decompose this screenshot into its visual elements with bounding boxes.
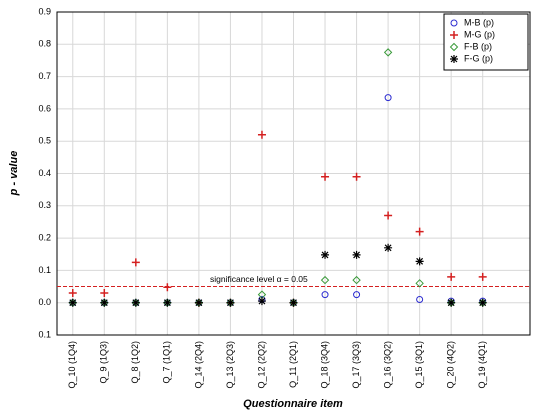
x-tick-label: Q_7 (1Q1) — [162, 341, 172, 384]
y-tick-label: 0.8 — [38, 39, 51, 49]
y-axis-label: p - value — [8, 151, 20, 197]
data-point — [415, 257, 424, 266]
x-tick-label: Q_18 (3Q4) — [319, 341, 329, 389]
data-point — [194, 298, 203, 307]
y-tick-label: 0.6 — [38, 103, 51, 113]
data-point — [320, 275, 330, 285]
x-tick-label: Q_12 (2Q2) — [256, 341, 266, 389]
data-point — [478, 272, 487, 281]
y-tick-label: 0.1 — [38, 329, 51, 339]
x-tick-label: Q_10 (1Q4) — [67, 341, 77, 389]
x-tick-label: Q_15 (3Q1) — [414, 341, 424, 389]
data-point — [352, 250, 361, 259]
data-point — [384, 243, 393, 252]
legend-marker — [450, 31, 458, 39]
legend-marker — [450, 19, 458, 27]
y-tick-label: 0.1 — [38, 265, 51, 275]
data-point — [257, 297, 266, 306]
x-tick-label: Q_16 (3Q2) — [382, 341, 392, 389]
plot-frame — [56, 11, 531, 336]
data-point — [226, 298, 235, 307]
y-tick-label: 0.0 — [38, 297, 51, 307]
data-point — [384, 211, 393, 220]
legend-label: M-G (p) — [464, 29, 495, 39]
data-point — [100, 289, 109, 298]
data-point — [131, 298, 140, 307]
data-point — [416, 295, 424, 303]
data-point — [352, 275, 361, 285]
data-point — [163, 298, 172, 307]
data-point — [384, 94, 392, 102]
x-tick-label: Q_8 (1Q2) — [130, 341, 140, 384]
data-point — [321, 291, 329, 299]
data-point — [68, 298, 77, 307]
legend-label: M-B (p) — [464, 17, 494, 27]
y-tick-label: 0.7 — [38, 71, 51, 81]
data-point — [321, 172, 330, 181]
legend-box — [443, 13, 529, 71]
data-point — [321, 250, 330, 259]
y-tick-label: 0.2 — [38, 232, 51, 242]
legend-marker — [449, 42, 459, 52]
y-tick-label: 0.3 — [38, 200, 51, 210]
y-tick-label: 0.4 — [38, 168, 51, 178]
data-point — [352, 172, 361, 181]
data-point — [447, 272, 456, 281]
y-tick-label: 0.9 — [38, 6, 51, 16]
x-tick-label: Q_19 (4Q1) — [477, 341, 487, 389]
legend-marker — [450, 55, 458, 63]
data-point — [68, 289, 77, 298]
data-point — [100, 298, 109, 307]
x-tick-label: Q_11 (2Q1) — [288, 341, 298, 388]
x-tick-label: Q_13 (2Q3) — [225, 341, 235, 389]
data-point — [383, 48, 393, 57]
data-point — [131, 258, 140, 267]
data-point — [415, 227, 424, 236]
legend-label: F-G (p) — [464, 53, 493, 63]
data-point — [163, 283, 172, 292]
data-point — [289, 298, 298, 307]
data-point — [257, 130, 266, 139]
x-tick-label: Q_9 (1Q3) — [99, 341, 109, 384]
x-tick-label: Q_14 (2Q4) — [193, 341, 203, 389]
data-point — [447, 298, 456, 307]
x-tick-label: Q_17 (3Q3) — [351, 341, 361, 389]
x-tick-label: Q_20 (4Q2) — [446, 341, 456, 389]
x-axis-label: Questionnaire item — [243, 398, 343, 410]
legend-label: F-B (p) — [464, 41, 492, 51]
threshold-label: significance level α = 0.05 — [210, 274, 308, 284]
data-point — [478, 298, 487, 307]
data-point — [415, 279, 424, 288]
y-tick-label: 0.5 — [38, 136, 51, 146]
data-point — [353, 291, 361, 299]
